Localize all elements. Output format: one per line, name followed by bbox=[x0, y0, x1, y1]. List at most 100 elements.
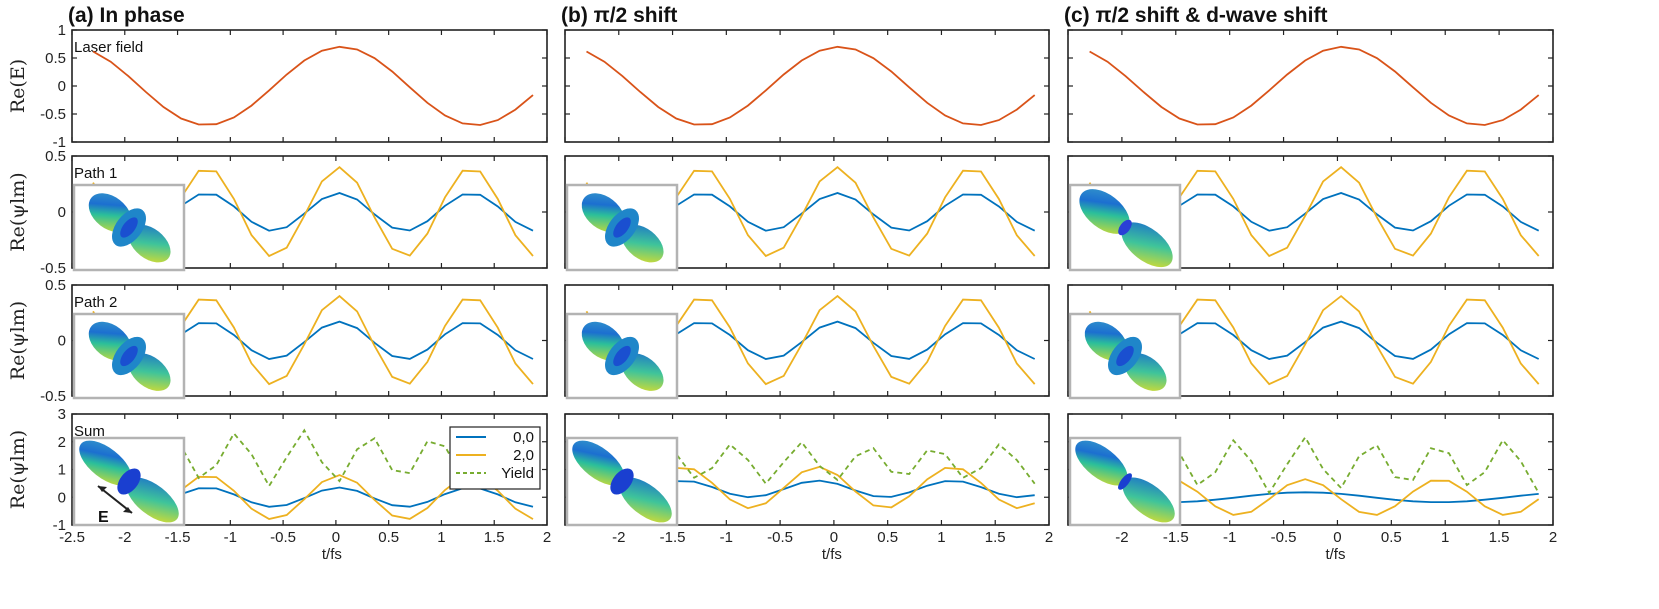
axes-shift-row0 bbox=[564, 29, 1050, 143]
axes-inphase-row2: 0.5 0 -0.5 Re(ψlm) Path 2 bbox=[7, 277, 548, 405]
x-tick-label: -1 bbox=[720, 529, 733, 546]
orbital-lobe bbox=[126, 477, 179, 523]
x-tick-label: -2 bbox=[118, 529, 131, 546]
orbital-shape bbox=[1084, 321, 1167, 391]
orbital-inset bbox=[72, 183, 186, 272]
y-tick-label: -1 bbox=[53, 517, 66, 534]
axes-shift-row3: -2 -1.5 -1 -0.5 0 0.5 1 1.5 2 t/fs bbox=[564, 413, 1053, 563]
orbital-shape bbox=[1075, 440, 1175, 523]
orbital-lobe bbox=[619, 477, 672, 523]
orbital-inset bbox=[1068, 436, 1182, 527]
x-tick-label: 1 bbox=[1441, 529, 1449, 546]
orbital-core bbox=[120, 345, 138, 367]
y-tick-label: 0 bbox=[58, 333, 66, 350]
x-tick-label: -0.5 bbox=[270, 529, 296, 546]
orbital-inset bbox=[1068, 183, 1182, 272]
x-tick-label: -2.5 bbox=[59, 529, 85, 546]
orbital-shape bbox=[1079, 189, 1173, 268]
column-title: (a) In phase bbox=[68, 4, 185, 27]
laser-field-line bbox=[1089, 45, 1540, 126]
x-tick-label: 0 bbox=[830, 529, 838, 546]
orbital-inset bbox=[565, 183, 679, 272]
x-tick-label: -0.5 bbox=[767, 529, 793, 546]
y-axis-label: Re(E) bbox=[7, 59, 29, 113]
y-tick-label: 0 bbox=[58, 78, 66, 95]
y-tick-label: 1 bbox=[58, 462, 66, 479]
x-tick-label: -1.5 bbox=[165, 529, 191, 546]
orbital-inset bbox=[565, 312, 679, 400]
column-dshift: (c) π/2 shift & d-wave shift -2 -1.5 -1 -0.5… bbox=[1064, 4, 1557, 563]
x-tick-label: 0 bbox=[332, 529, 340, 546]
column-title: (c) π/2 shift & d-wave shift bbox=[1064, 4, 1327, 27]
x-tick-label: -0.5 bbox=[1271, 529, 1297, 546]
field-arrow bbox=[97, 485, 133, 514]
orbital-core bbox=[120, 217, 138, 238]
y-tick-label: -1 bbox=[53, 134, 66, 151]
x-tick-label: 0.5 bbox=[877, 529, 898, 546]
x-tick-label: -2 bbox=[612, 529, 625, 546]
y-tick-label: 2 bbox=[58, 434, 66, 451]
orbital-lobe bbox=[1122, 477, 1175, 523]
x-tick-label: 2 bbox=[1549, 529, 1557, 546]
orbital-core bbox=[610, 468, 634, 495]
x-tick-label: -1 bbox=[1223, 529, 1236, 546]
legend-entry-label: 2,0 bbox=[513, 447, 534, 464]
orbital-inset bbox=[565, 436, 679, 527]
legend-entry-label: Yield bbox=[501, 465, 534, 482]
laser-field-line bbox=[586, 45, 1036, 126]
orbital-lobe bbox=[572, 440, 625, 486]
x-tick-label: -1.5 bbox=[660, 529, 686, 546]
y-tick-label: 0.5 bbox=[45, 50, 66, 67]
column-title: (b) π/2 shift bbox=[561, 4, 677, 27]
y-tick-label: 0 bbox=[58, 204, 66, 221]
y-tick-label: 1 bbox=[58, 22, 66, 39]
laser-field-line bbox=[92, 45, 534, 126]
field-arrow-head bbox=[98, 486, 107, 492]
x-axis-label: t/fs bbox=[1325, 546, 1345, 563]
x-tick-label: 1.5 bbox=[1489, 529, 1510, 546]
axes-inphase-row1: 0.5 0 -0.5 Re(ψlm) Path 1 bbox=[7, 148, 548, 277]
y-axis-label: Re(ψlm) bbox=[7, 301, 29, 380]
column-shift: (b) π/2 shift -2 -1.5 -1 -0.5 0 0.5 1 1.5 2 t/fs bbox=[561, 4, 1053, 563]
orbital-inset bbox=[1068, 312, 1182, 400]
orbital-inset bbox=[72, 312, 186, 400]
orbital-core bbox=[1118, 473, 1132, 490]
orbital-lobe bbox=[79, 440, 132, 486]
x-tick-label: 2 bbox=[543, 529, 551, 546]
orbital-shape bbox=[581, 321, 664, 391]
axes-shift-row2 bbox=[564, 284, 1050, 400]
orbital-core bbox=[1118, 219, 1132, 236]
axes-shift-row1 bbox=[564, 155, 1050, 272]
legend-entry-label: 0,0 bbox=[513, 429, 534, 446]
row-label: Path 1 bbox=[74, 165, 117, 182]
x-tick-label: 0.5 bbox=[1381, 529, 1402, 546]
x-tick-label: 0 bbox=[1333, 529, 1341, 546]
x-tick-label: -1.5 bbox=[1163, 529, 1189, 546]
x-axis-label: t/fs bbox=[822, 546, 842, 563]
row-label: Laser field bbox=[74, 39, 143, 56]
x-tick-label: 1 bbox=[937, 529, 945, 546]
orbital-lobe bbox=[1079, 189, 1130, 234]
field-arrow-head bbox=[123, 507, 132, 513]
orbital-core bbox=[613, 217, 631, 238]
x-tick-label: 0.5 bbox=[378, 529, 399, 546]
axes-dshift-row0 bbox=[1067, 29, 1554, 143]
orbital-lobe bbox=[1075, 440, 1128, 486]
x-tick-label: 1.5 bbox=[985, 529, 1006, 546]
y-tick-label: 0.5 bbox=[45, 148, 66, 165]
y-axis-label: Re(ψlm) bbox=[7, 172, 29, 251]
y-tick-label: -0.5 bbox=[40, 260, 66, 277]
y-tick-label: -0.5 bbox=[40, 106, 66, 123]
y-axis-label: Re(ψlm) bbox=[7, 430, 29, 509]
field-label: E bbox=[98, 509, 109, 526]
y-tick-label: 3 bbox=[58, 406, 66, 423]
y-tick-label: 0.5 bbox=[45, 277, 66, 294]
orbital-inset: E bbox=[72, 436, 186, 527]
orbital-shape bbox=[88, 321, 171, 391]
x-tick-label: 1 bbox=[437, 529, 445, 546]
y-tick-label: -0.5 bbox=[40, 388, 66, 405]
x-tick-label: -2 bbox=[1115, 529, 1128, 546]
axes-dshift-row1 bbox=[1067, 155, 1554, 272]
